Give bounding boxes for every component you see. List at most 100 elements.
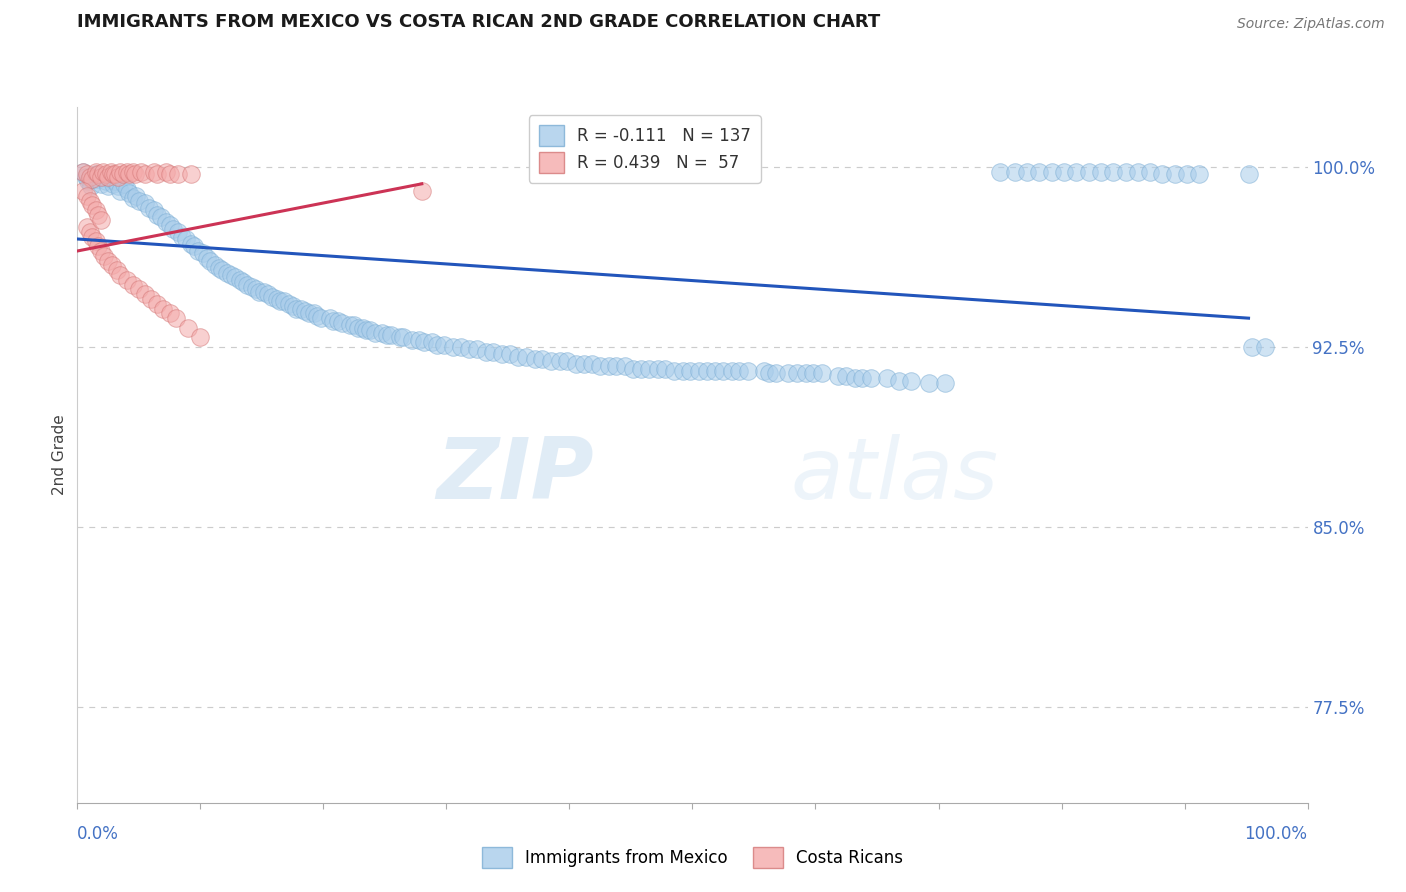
Point [810,367,832,381]
Point [721,364,744,378]
Point [79,225,101,239]
Point [105,263,128,277]
Point [84,203,107,218]
Point [524,351,547,366]
Point [1115,165,1137,179]
Point [411,184,433,198]
Point [515,350,537,364]
Point [180,236,202,251]
Point [1102,165,1125,179]
Point [322,313,344,327]
Point [672,364,695,378]
Point [190,330,212,344]
Point [711,364,734,378]
Point [232,275,254,289]
Point [79,194,101,208]
Point [82,172,104,186]
Point [90,244,112,258]
Point [433,337,456,351]
Point [121,165,143,179]
Point [138,201,160,215]
Point [82,229,104,244]
Point [72,165,94,179]
Point [90,212,112,227]
Point [115,165,138,179]
Point [918,376,941,390]
Point [1040,165,1063,179]
Point [87,208,110,222]
Point [794,367,817,381]
Point [72,165,94,179]
Point [688,364,710,378]
Point [290,301,312,316]
Point [219,268,242,282]
Point [180,167,202,181]
Point [208,260,231,275]
Point [679,364,702,378]
Point [703,364,725,378]
Point [844,371,866,385]
Point [352,320,374,334]
Point [531,351,554,366]
Point [1188,167,1211,181]
Point [183,239,205,253]
Point [450,340,472,354]
Point [142,203,165,218]
Text: atlas: atlas [792,434,998,517]
Point [330,316,353,330]
Point [1004,165,1026,179]
Point [100,165,122,179]
Text: 0.0%: 0.0% [77,825,120,843]
Point [441,340,464,354]
Point [260,289,283,303]
Point [134,196,156,211]
Point [388,330,411,344]
Point [889,374,911,388]
Point [605,359,627,373]
Point [110,165,132,179]
Point [217,266,239,280]
Point [1077,165,1099,179]
Point [82,172,104,186]
Point [82,198,104,212]
Point [131,165,153,179]
Point [191,246,214,260]
Point [499,347,522,361]
Point [174,232,197,246]
Point [124,167,146,181]
Point [1017,165,1039,179]
Point [97,253,120,268]
Point [457,343,479,357]
Point [128,194,150,208]
Point [900,374,922,388]
Point [72,184,94,198]
Point [827,368,849,383]
Point [112,177,135,191]
Point [851,371,873,385]
Point [80,179,103,194]
Point [581,357,603,371]
Point [564,357,586,371]
Point [364,326,387,340]
Point [328,313,350,327]
Point [343,318,366,333]
Text: 100.0%: 100.0% [1244,825,1308,843]
Point [177,320,200,334]
Point [162,222,184,236]
Point [1241,340,1264,354]
Point [93,249,115,263]
Point [835,368,858,383]
Point [1237,167,1260,181]
Y-axis label: 2nd Grade: 2nd Grade [52,415,67,495]
Point [356,323,378,337]
Point [347,320,370,334]
Point [87,239,110,253]
Point [155,165,177,179]
Point [142,165,165,179]
Point [170,229,193,244]
Point [298,306,321,320]
Point [294,304,316,318]
Point [146,167,169,181]
Point [77,174,100,188]
Point [426,337,449,351]
